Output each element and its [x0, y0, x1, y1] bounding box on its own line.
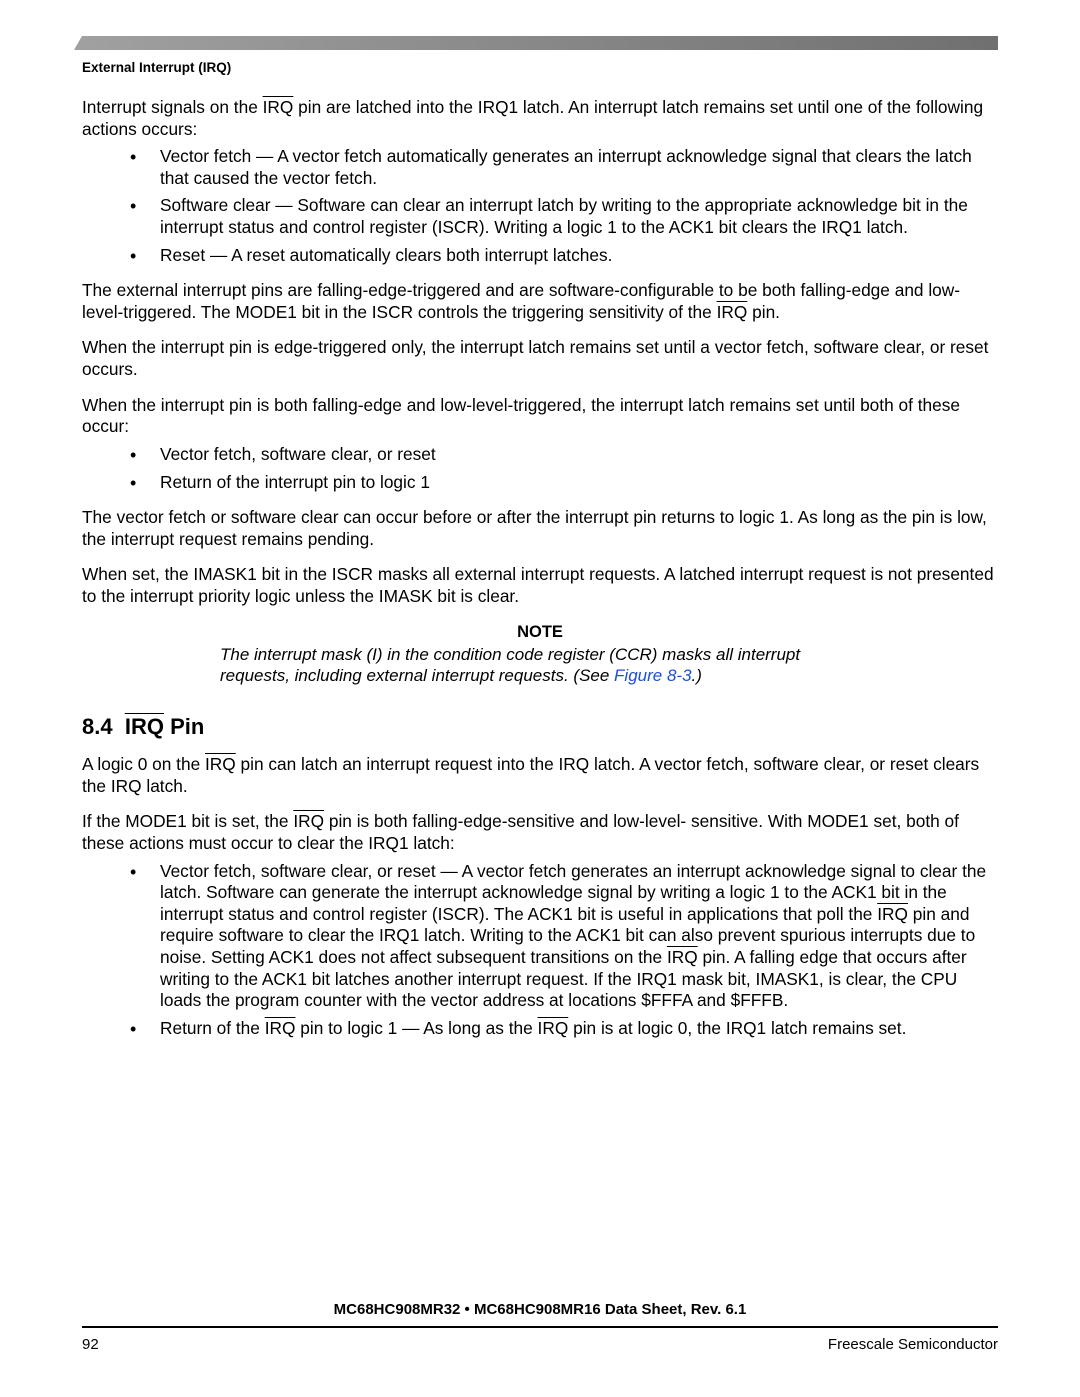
section-number: 8.4 — [82, 714, 113, 739]
text: pin. — [747, 302, 780, 322]
list-actions-3: Vector fetch, software clear, or reset —… — [82, 861, 998, 1040]
list-item: Return of the interrupt pin to logic 1 — [108, 472, 998, 494]
list-item: Software clear — Software can clear an i… — [108, 195, 998, 238]
note-body: The interrupt mask (I) in the condition … — [220, 644, 860, 687]
irq-overline: IRQ — [263, 97, 294, 117]
irq-overline: IRQ — [877, 904, 908, 924]
paragraph: When the interrupt pin is edge-triggered… — [82, 337, 998, 380]
irq-overline: IRQ — [205, 754, 236, 774]
list-actions-2: Vector fetch, software clear, or reset R… — [82, 444, 998, 493]
running-header: External Interrupt (IRQ) — [82, 60, 998, 75]
page-container: External Interrupt (IRQ) Interrupt signa… — [0, 0, 1080, 1397]
section-heading-8-4: 8.4 IRQ Pin — [82, 713, 998, 741]
paragraph: The external interrupt pins are falling-… — [82, 280, 998, 323]
irq-overline: IRQ — [538, 1018, 569, 1038]
list-item: Reset — A reset automatically clears bot… — [108, 245, 998, 267]
text: Interrupt signals on the — [82, 97, 263, 117]
text: Return of the — [160, 1018, 265, 1038]
top-decoration-bar — [82, 36, 998, 50]
paragraph: A logic 0 on the IRQ pin can latch an in… — [82, 754, 998, 797]
text: If the MODE1 bit is set, the — [82, 811, 293, 831]
irq-overline: IRQ — [717, 302, 748, 322]
irq-overline: IRQ — [293, 811, 324, 831]
irq-overline: IRQ — [125, 714, 164, 739]
body-content: Interrupt signals on the IRQ pin are lat… — [82, 97, 998, 1040]
text: The interrupt mask (I) in the condition … — [220, 645, 800, 685]
footer-doc-title: MC68HC908MR32 • MC68HC908MR16 Data Sheet… — [82, 1301, 998, 1318]
figure-reference-link[interactable]: Figure 8-3 — [614, 666, 691, 685]
list-actions-1: Vector fetch — A vector fetch automatica… — [82, 146, 998, 266]
text: pin to logic 1 — As long as the — [295, 1018, 537, 1038]
paragraph-intro: Interrupt signals on the IRQ pin are lat… — [82, 97, 998, 140]
irq-overline: IRQ — [667, 947, 698, 967]
section-title-rest: Pin — [164, 714, 204, 739]
paragraph: If the MODE1 bit is set, the IRQ pin is … — [82, 811, 998, 854]
text: Vector fetch, software clear, or reset —… — [160, 861, 986, 924]
list-item: Vector fetch — A vector fetch automatica… — [108, 146, 998, 189]
list-item: Vector fetch, software clear, or reset — [108, 444, 998, 466]
page-footer: MC68HC908MR32 • MC68HC908MR16 Data Sheet… — [82, 1301, 998, 1353]
paragraph: When set, the IMASK1 bit in the ISCR mas… — [82, 564, 998, 607]
note-title: NOTE — [82, 622, 998, 643]
text: pin is at logic 0, the IRQ1 latch remain… — [568, 1018, 906, 1038]
footer-rule — [82, 1326, 998, 1328]
footer-row: 92 Freescale Semiconductor — [82, 1336, 998, 1353]
page-number: 92 — [82, 1336, 99, 1353]
company-name: Freescale Semiconductor — [828, 1336, 998, 1353]
text: The external interrupt pins are falling-… — [82, 280, 960, 322]
list-item: Return of the IRQ pin to logic 1 — As lo… — [108, 1018, 998, 1040]
paragraph: When the interrupt pin is both falling-e… — [82, 395, 998, 438]
paragraph: The vector fetch or software clear can o… — [82, 507, 998, 550]
list-item: Vector fetch, software clear, or reset —… — [108, 861, 998, 1012]
irq-overline: IRQ — [265, 1018, 296, 1038]
text: .) — [692, 666, 702, 685]
text: A logic 0 on the — [82, 754, 205, 774]
